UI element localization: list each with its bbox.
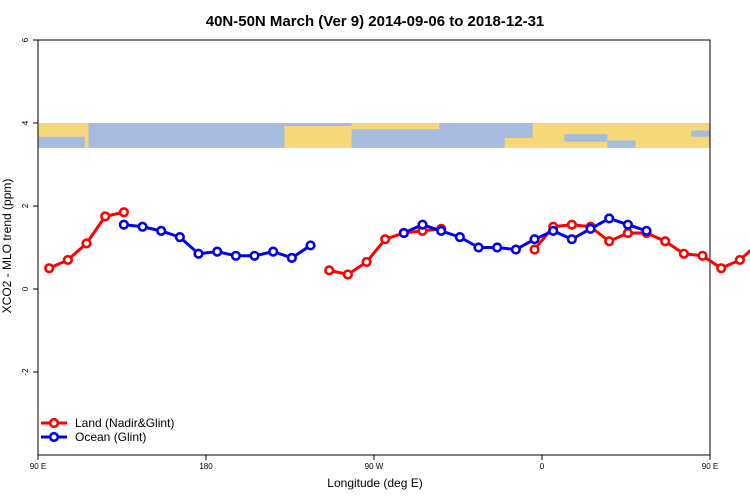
data-point: [361, 256, 372, 268]
y-tick-label: 6: [21, 37, 30, 42]
data-point: [566, 219, 577, 230]
data-point: [249, 250, 260, 261]
data-point: [510, 244, 521, 255]
map-ocean-region: [504, 123, 533, 138]
data-point: [716, 263, 727, 274]
data-point: [44, 263, 55, 274]
map-ocean-region: [38, 136, 85, 148]
data-point: [193, 248, 204, 259]
data-point: [529, 234, 540, 245]
data-point: [137, 221, 148, 232]
data-point: [100, 211, 111, 222]
map-ocean-region: [88, 123, 285, 148]
data-point: [268, 246, 279, 257]
data-point: [604, 236, 615, 247]
y-tick-label: 0: [21, 286, 30, 291]
data-point: [398, 227, 409, 239]
y-axis-label: XCO2 - MLO trend (ppm): [0, 179, 14, 314]
data-point: [118, 207, 129, 218]
data-point: [436, 225, 447, 236]
data-point: [566, 234, 577, 245]
data-point: [585, 223, 596, 234]
x-tick-label: 180: [199, 462, 213, 471]
data-point: [697, 250, 708, 261]
data-point: [305, 240, 316, 251]
data-point: [678, 248, 689, 259]
data-point: [473, 242, 484, 253]
data-point: [118, 219, 129, 230]
data-point: [454, 232, 465, 243]
x-axis-label: Longitude (deg E): [327, 476, 422, 490]
legend: Land (Nadir&Glint)Ocean (Glint): [41, 416, 174, 444]
data-point: [286, 252, 297, 263]
data-point: [342, 269, 353, 280]
data-point: [548, 225, 559, 236]
data-point: [212, 246, 223, 257]
data-point: [174, 232, 185, 243]
map-ocean-region: [691, 130, 710, 137]
world-map-strip: [38, 123, 710, 148]
map-ocean-region: [607, 140, 636, 148]
legend-marker: [48, 417, 60, 429]
y-tick-label: 4: [21, 120, 30, 125]
data-point: [660, 236, 671, 247]
legend-label: Ocean (Glint): [75, 430, 146, 444]
map-ocean-region: [351, 129, 440, 148]
series-line: [533, 223, 750, 270]
chart-title: 40N-50N March (Ver 9) 2014-09-06 to 2018…: [206, 13, 545, 30]
data-point: [622, 219, 633, 230]
data-point: [604, 213, 615, 224]
data-point: [641, 225, 652, 236]
map-ocean-region: [284, 123, 352, 126]
y-tick-label: 2: [21, 203, 30, 208]
map-ocean-region: [439, 123, 505, 148]
plot-frame: [37, 39, 711, 456]
legend-marker: [48, 431, 60, 443]
data-point: [230, 250, 241, 261]
series-ocean-glint-: [118, 213, 652, 263]
y-tick-label: -2: [21, 368, 30, 376]
data-point: [622, 227, 633, 239]
data-point: [492, 242, 503, 253]
x-tick-label: 0: [540, 462, 545, 471]
x-tick-label: 90 E: [30, 462, 46, 471]
series-land-nadir-glint-: [44, 207, 750, 280]
data-point: [81, 238, 92, 249]
axes: 90 E 180 90 W 0 90 E -2 0 2 4 6: [21, 37, 718, 471]
x-tick-label: 90 E: [702, 462, 718, 471]
series-layer: [44, 207, 750, 280]
data-point: [62, 254, 73, 266]
x-tick-label: 90 W: [365, 462, 384, 471]
data-point: [529, 244, 540, 255]
data-point: [417, 219, 428, 230]
data-point: [324, 265, 335, 276]
legend-label: Land (Nadir&Glint): [75, 416, 174, 430]
data-point: [734, 254, 745, 266]
data-point: [156, 225, 167, 236]
data-point: [380, 234, 391, 245]
map-ocean-region: [564, 134, 608, 142]
